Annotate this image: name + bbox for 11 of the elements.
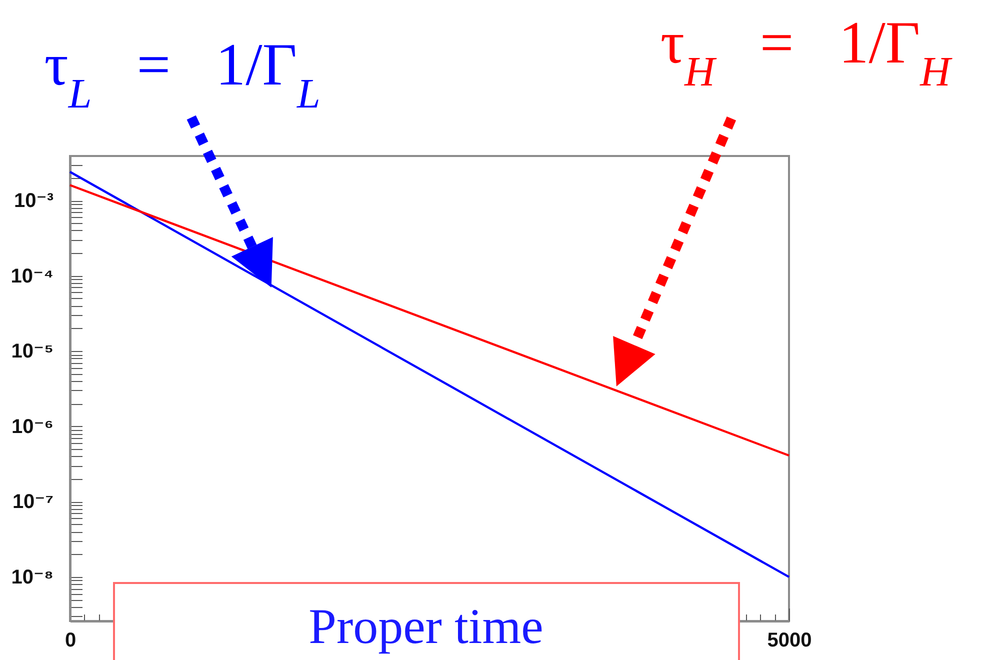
x-tick-label: 0 [64,630,76,652]
y-tick-label: 10⁻³ [14,190,54,212]
y-tick-label: 10⁻⁵ [11,340,54,363]
y-tick-label: 10⁻⁸ [11,566,54,588]
x-axis-title: Proper time [308,598,544,654]
y-tick-label: 10⁻⁶ [11,416,54,438]
y-tick-label: 10⁻⁷ [12,491,54,514]
annotation: τ$_{L}$ = 1/Γ$_{L}$ [44,31,320,118]
text: τ$_{H}$ = 1/Γ$_{H}$ [660,9,954,96]
x-tick-label: 5000 [767,630,812,652]
y-tick-label: 10⁻⁴ [10,265,54,288]
